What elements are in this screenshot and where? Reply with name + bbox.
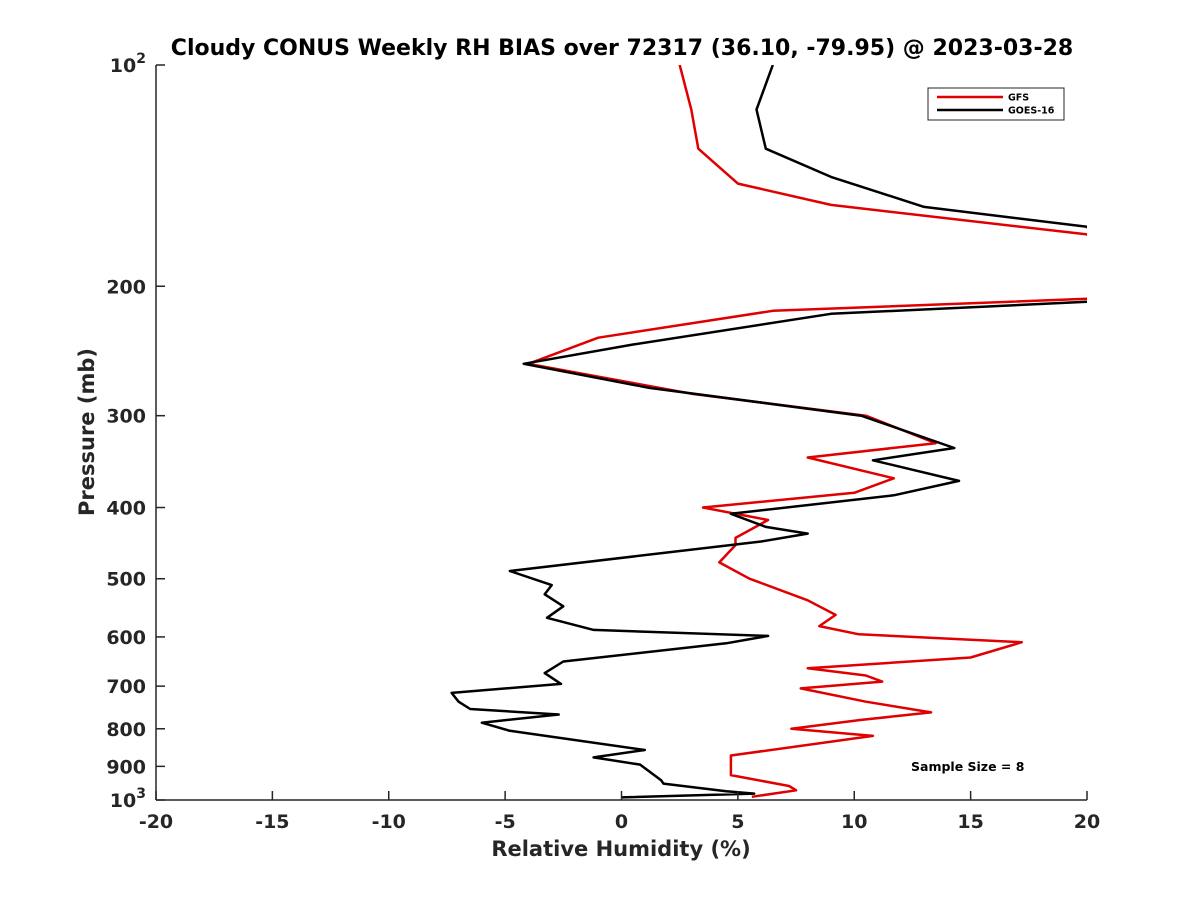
x-tick-label: 10 xyxy=(841,811,867,833)
x-tick-label: 0 xyxy=(615,811,628,833)
y-tick-label: 500 xyxy=(106,569,146,591)
y-tick-label: 200 xyxy=(106,276,146,298)
sample-size-annotation: Sample Size = 8 xyxy=(911,759,1024,774)
series-line-gfs xyxy=(527,65,1087,799)
y-tick-label: 600 xyxy=(106,627,146,649)
y-tick-label: 900 xyxy=(106,756,146,778)
y-axis-ticks: 102 200 300 400 500 600 700 800 900 103 xyxy=(106,51,165,812)
x-tick-label: -15 xyxy=(255,811,289,833)
y-tick-label: 300 xyxy=(106,406,146,428)
y-tick-label: 700 xyxy=(106,676,146,698)
legend-label-goes16: GOES-16 xyxy=(1008,106,1055,117)
legend-label-gfs: GFS xyxy=(1008,93,1029,104)
x-axis-label: Relative Humidity (%) xyxy=(491,837,750,861)
y-tick-label: 400 xyxy=(106,498,146,520)
x-tick-label: -20 xyxy=(139,811,173,833)
x-axis-ticks: -20 -15 -10 -5 0 5 10 15 20 xyxy=(139,791,1100,833)
plot-area: -20 -15 -10 -5 0 5 10 15 20 102 200 300 400 500 600 70… xyxy=(106,51,1100,833)
chart-title: Cloudy CONUS Weekly RH BIAS over 72317 (… xyxy=(171,36,1073,61)
y-tick-label: 103 xyxy=(110,786,146,812)
series-layer xyxy=(450,65,1087,799)
series-line-goes16 xyxy=(450,65,1087,799)
legend-box xyxy=(927,87,1065,121)
y-tick-label: 800 xyxy=(106,719,146,741)
x-tick-label: 15 xyxy=(957,811,983,833)
x-tick-label: 5 xyxy=(731,811,744,833)
x-tick-label: -5 xyxy=(495,811,516,833)
x-tick-label: -10 xyxy=(372,811,406,833)
y-tick-label: 102 xyxy=(110,51,146,77)
y-axis-label: Pressure (mb) xyxy=(75,348,99,516)
x-tick-label: 20 xyxy=(1074,811,1100,833)
legend: GFS GOES-16 xyxy=(927,87,1065,121)
